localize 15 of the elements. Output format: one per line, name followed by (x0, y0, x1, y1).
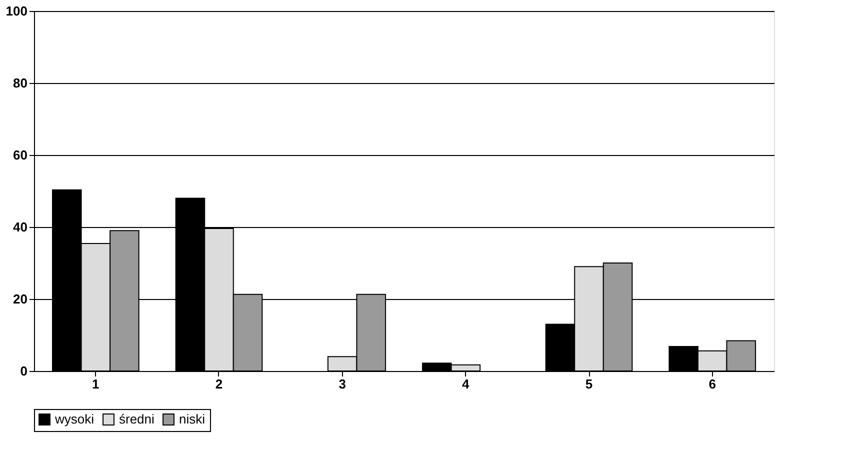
x-tick-label: 4 (462, 376, 470, 392)
x-tick-label: 3 (338, 376, 346, 392)
legend-label: średni (119, 412, 155, 427)
x-tick-label: 2 (215, 376, 223, 392)
y-tick-label: 40 (13, 220, 28, 234)
legend-label: wysoki (54, 412, 94, 427)
y-tick-label: 60 (13, 148, 28, 162)
y-tick-label: 80 (13, 76, 28, 90)
x-tick-label: 6 (708, 376, 716, 392)
y-tick-label: 20 (13, 292, 28, 306)
y-tick-label: 0 (20, 364, 28, 378)
legend-label: niski (179, 412, 206, 427)
x-tick-label: 5 (585, 376, 593, 392)
x-tick-label: 1 (92, 376, 100, 392)
y-tick-label: 100 (6, 4, 28, 18)
